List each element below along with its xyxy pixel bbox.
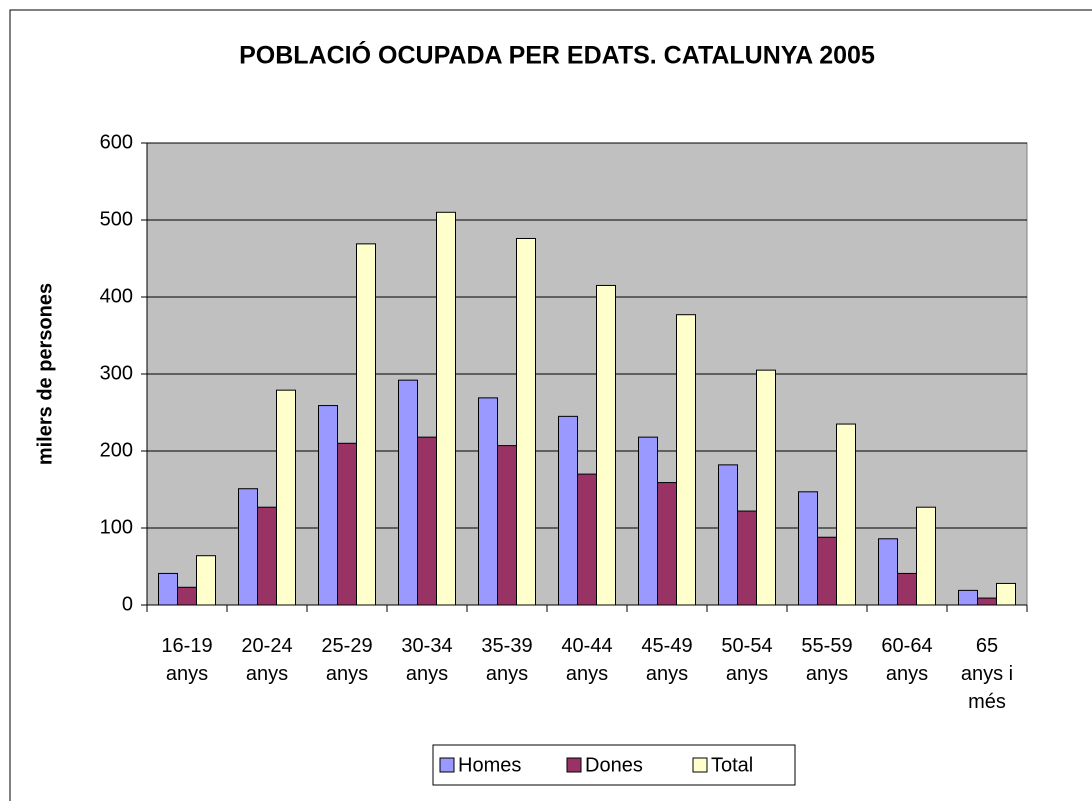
bar: [878, 538, 898, 606]
x-tick-label: 20-24 anys: [241, 635, 293, 685]
bar: [676, 314, 696, 606]
bar: [177, 586, 197, 606]
bar: [257, 506, 277, 606]
legend-label: Dones: [585, 754, 643, 776]
x-tick-label: 16-19 anys: [161, 635, 213, 685]
legend-label: Homes: [458, 754, 521, 776]
y-tick-label: 300: [100, 362, 133, 384]
bar: [158, 572, 178, 606]
bar: [356, 243, 376, 606]
x-tick-label: 35-39 anys: [481, 635, 533, 685]
bar: [196, 555, 216, 606]
x-tick-label: 55-59 anys: [801, 635, 853, 685]
x-tick-label: 30-34 anys: [401, 635, 453, 685]
bar: [436, 211, 456, 606]
bar: [417, 436, 437, 606]
bar: [798, 491, 818, 606]
bar: [318, 405, 338, 606]
legend-label: Total: [711, 754, 753, 776]
bar: [337, 442, 357, 606]
bar: [238, 488, 258, 606]
bar: [977, 597, 997, 606]
bar: [558, 415, 578, 606]
bar: [996, 582, 1016, 606]
x-tick-label: 60-64 anys: [881, 635, 933, 685]
bar: [756, 369, 776, 606]
bar: [958, 589, 978, 606]
bar: [718, 464, 738, 606]
y-tick-label: 100: [100, 516, 133, 538]
bar: [478, 397, 498, 606]
y-tick-label: 500: [100, 208, 133, 230]
x-tick-label: 50-54 anys: [721, 635, 773, 685]
bar: [398, 379, 418, 606]
legend-swatch: [692, 757, 708, 773]
y-tick-label: 0: [122, 593, 133, 615]
bar: [737, 510, 757, 606]
bar: [276, 389, 296, 606]
bar: [836, 423, 856, 606]
y-tick-label: 600: [100, 131, 133, 153]
legend-box: [432, 744, 796, 786]
bar: [897, 572, 917, 606]
bar: [916, 506, 936, 606]
x-tick-label: 45-49 anys: [641, 635, 693, 685]
y-tick-label: 400: [100, 285, 133, 307]
bar: [638, 436, 658, 606]
x-tick-label: 25-29 anys: [321, 635, 373, 685]
y-tick-label: 200: [100, 439, 133, 461]
legend-swatch: [566, 757, 582, 773]
x-tick-label: 40-44 anys: [561, 635, 613, 685]
bar: [497, 445, 517, 606]
chart-title: POBLACIÓ OCUPADA PER EDATS. CATALUNYA 20…: [239, 40, 875, 70]
x-tick-label: 65 anys i més: [960, 635, 1014, 713]
legend-swatch: [439, 757, 455, 773]
bar: [817, 536, 837, 606]
bar: [596, 284, 616, 606]
bar: [577, 473, 597, 606]
y-axis-label: milers de persones: [34, 283, 56, 465]
bar: [657, 482, 677, 606]
bar: [516, 237, 536, 606]
